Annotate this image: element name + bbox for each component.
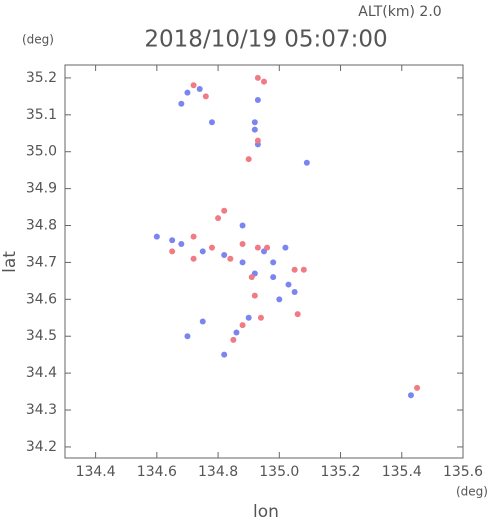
echo-point	[202, 93, 209, 100]
altitude-label: ALT(km) 2.0	[358, 4, 441, 20]
echo-point	[303, 159, 310, 166]
echo-point	[245, 314, 252, 321]
echo-point	[190, 255, 197, 262]
echo-point	[178, 240, 185, 247]
echo-point	[227, 255, 234, 262]
echo-point	[254, 244, 261, 251]
x-axis-label: lon	[253, 502, 279, 521]
echo-point	[190, 82, 197, 89]
echo-point	[251, 292, 258, 299]
x-tick-label: 135.4	[382, 464, 422, 480]
y-tick-label: 34.2	[26, 439, 57, 455]
echo-point	[230, 336, 237, 343]
echo-point	[199, 248, 206, 255]
echo-point	[300, 266, 307, 273]
echo-point	[190, 233, 197, 240]
plot-frame	[64, 64, 464, 459]
echo-point	[285, 281, 292, 288]
echo-point	[239, 322, 246, 329]
echo-point	[294, 311, 301, 318]
echo-point	[215, 215, 222, 222]
echo-point	[208, 244, 215, 251]
echo-point	[184, 89, 191, 96]
y-tick-label: 34.4	[26, 365, 57, 381]
y-axis-label: lat	[0, 251, 20, 273]
echo-point	[251, 126, 258, 133]
echo-point	[414, 384, 421, 391]
x-tick-label: 134.6	[137, 464, 177, 480]
echo-point	[245, 156, 252, 163]
chart-title: 2018/10/19 05:07:00	[144, 27, 387, 53]
echo-point	[199, 318, 206, 325]
x-tick-label: 135.0	[259, 464, 299, 480]
y-tick-label: 35.0	[26, 144, 57, 160]
y-tick-label: 34.6	[26, 291, 57, 307]
echo-point	[291, 288, 298, 295]
echo-point	[276, 296, 283, 303]
echo-point	[233, 329, 240, 336]
echo-point	[153, 233, 160, 240]
echo-point	[178, 100, 185, 107]
x-tick-label: 134.4	[76, 464, 116, 480]
y-tick-label: 34.3	[26, 402, 57, 418]
echo-point	[407, 392, 414, 399]
echo-point	[264, 244, 271, 251]
echo-point	[184, 333, 191, 340]
echo-point	[239, 259, 246, 266]
y-tick-label: 34.8	[26, 218, 57, 234]
x-tick-label: 135.6	[443, 464, 483, 480]
echo-point	[221, 351, 228, 358]
echo-point	[239, 222, 246, 229]
y-tick-label: 34.7	[26, 254, 57, 270]
echo-point	[221, 207, 228, 214]
echo-point	[251, 119, 258, 126]
echo-point	[254, 74, 261, 81]
echo-point	[169, 248, 176, 255]
x-unit: (deg)	[456, 485, 488, 499]
echo-point	[208, 119, 215, 126]
y-tick-label: 35.2	[26, 70, 57, 86]
echo-point	[261, 78, 267, 85]
y-tick-label: 34.5	[26, 328, 57, 344]
echo-point	[282, 244, 289, 251]
echo-point	[248, 274, 255, 281]
echo-point	[254, 97, 261, 104]
x-tick-label: 134.8	[198, 464, 238, 480]
echo-point	[239, 240, 246, 247]
y-unit: (deg)	[22, 33, 54, 47]
echo-point	[196, 85, 203, 92]
x-tick-label: 135.2	[320, 464, 360, 480]
echo-point	[254, 137, 261, 144]
y-tick-label: 35.1	[26, 107, 57, 123]
echo-point	[291, 266, 298, 273]
y-tick-label: 34.9	[26, 181, 57, 197]
echo-point	[257, 314, 264, 321]
echo-point	[221, 252, 228, 259]
echo-point	[270, 274, 277, 281]
echo-point	[270, 259, 277, 266]
echo-point	[169, 237, 176, 244]
